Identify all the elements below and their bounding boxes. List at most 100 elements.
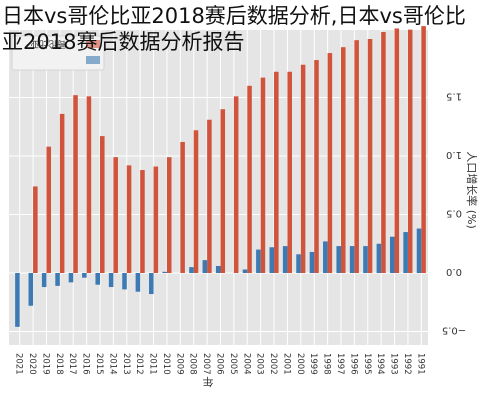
bar-series-a [166,157,172,273]
bar-series-b [15,273,20,327]
y-tick-label: 0.0 [446,266,462,277]
x-tick-label: 2008 [188,353,198,375]
bar-series-b [95,273,101,285]
y-tick-label: 1.5 [446,91,462,102]
x-tick-label: 2019 [40,353,50,375]
bar-series-a [86,96,92,273]
bar-series-a [300,64,306,274]
x-tick-label: 1991 [415,353,425,375]
bar-series-b [376,243,382,273]
bar-series-b [416,228,422,273]
bar-series-a [314,60,319,274]
bar-series-b [68,273,74,283]
legend-swatch-b [86,56,100,64]
x-tick-label: 2015 [94,353,104,375]
bar-series-b [349,246,355,273]
x-axis-label: 年 [203,375,214,389]
bar-series-b [202,260,208,273]
x-tick-label: 2009 [174,353,184,375]
bar-series-a [421,26,426,273]
x-tick-label: 2021 [14,353,24,375]
bar-series-b [162,271,167,273]
x-tick-label: 1997 [335,353,345,375]
y-tick-label: 0.5 [446,208,462,219]
bar-series-b [269,247,275,273]
bar-series-a [100,136,105,273]
x-tick-label: 2002 [268,353,278,375]
x-tick-label: 2001 [281,353,291,375]
x-tick-label: 2013 [121,353,131,375]
bar-series-a [354,40,359,273]
bar-series-b [215,265,221,273]
bar-series-b [189,267,194,273]
page-title: 日本vs哥伦比亚2018赛后数据分析,日本vs哥伦比亚2018赛后数据分析报告 [2,4,466,54]
x-tick-label: 1994 [375,353,385,375]
bar-series-a [180,141,185,273]
bar-series-a [193,130,199,273]
x-tick-label: 2003 [255,353,265,375]
bar-series-b [41,273,47,288]
x-tick-label: 1998 [322,353,332,375]
bar-series-a [367,39,373,273]
bar-series-a [126,165,132,273]
x-tick-label: 1999 [308,353,318,375]
x-tick-label: 2014 [107,353,117,375]
bar-series-b [309,251,315,273]
x-tick-label: 2017 [67,353,77,375]
bar-series-a [46,146,52,273]
bar-series-b [403,232,408,273]
y-tick-label: −0.5 [442,325,466,336]
plot-background [9,30,428,345]
bar-series-a [287,71,292,273]
x-tick-label: 1992 [402,353,412,375]
bar-series-b [135,273,141,292]
bar-series-a [394,28,400,273]
bar-series-b [256,249,261,273]
x-tick-label: 1993 [389,353,399,375]
bar-series-b [389,236,395,273]
legend-label-a: 哥伦比亚 [30,38,66,50]
bar-series-a [153,166,159,273]
x-tick-label: 2011 [148,353,158,375]
bar-series-b [55,273,60,286]
bar-series-a [207,119,212,273]
x-tick-label: 2000 [295,353,305,375]
bar-series-a [407,29,413,273]
bar-series-a [233,96,239,273]
bar-series-a [73,95,78,273]
legend-box [11,35,105,71]
bar-series-a [220,109,226,273]
y-tick-label: 1.0 [446,149,462,160]
bar-series-b [149,273,154,295]
x-tick-label: 2016 [81,353,91,375]
x-tick-label: 2006 [215,353,225,375]
bar-series-a [274,71,279,273]
bar-series-b [296,254,301,273]
x-tick-label: 1995 [362,353,372,375]
x-tick-label: 2004 [241,353,251,375]
x-tick-label: 2007 [201,353,211,375]
x-tick-label: 1996 [348,353,358,375]
x-tick-label: 2018 [54,353,64,375]
x-tick-label: 2005 [228,353,238,375]
bar-series-b [108,273,114,288]
x-tick-label: 2010 [161,353,171,375]
bar-series-b [28,273,34,306]
bar-series-b [282,246,288,273]
bar-series-b [336,246,341,273]
bar-series-a [33,186,38,273]
bar-series-a [113,157,118,273]
bar-series-b [122,273,127,290]
bar-series-b [82,273,87,278]
bar-series-a [59,113,65,273]
bar-series-b [242,269,248,273]
x-tick-label: 2012 [134,353,144,375]
bar-series-a [340,47,346,273]
x-tick-label: 2020 [27,353,37,375]
bar-series-b [323,241,328,273]
bar-series-a [381,31,386,274]
bar-series-a [260,77,266,273]
y-axis-label: 人口增长率 (%) [465,151,479,229]
